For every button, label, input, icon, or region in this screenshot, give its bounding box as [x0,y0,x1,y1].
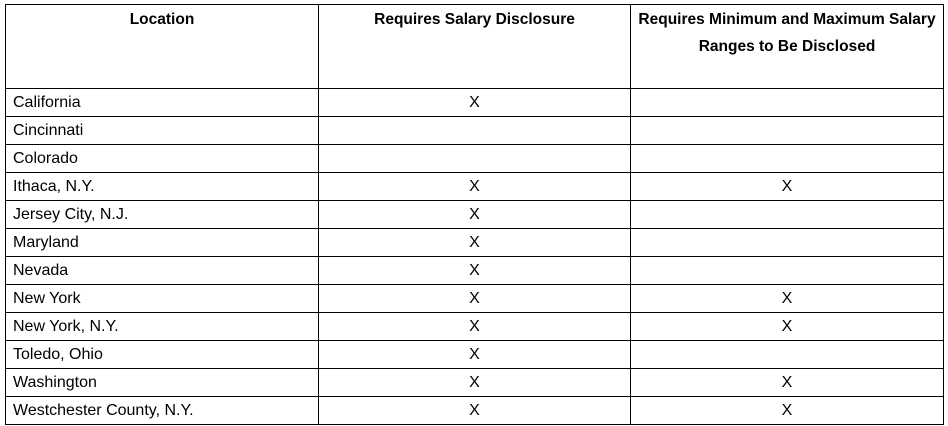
salary-disclosure-cell: X [318,88,631,117]
header-salary-ranges: Requires Minimum and Maximum Salary Rang… [630,4,944,89]
salary-disclosure-cell: X [318,200,631,229]
salary-disclosure-cell: X [318,284,631,313]
location-cell: Jersey City, N.J. [5,200,319,229]
salary-ranges-cell [630,144,944,173]
salary-disclosure-cell: X [318,396,631,425]
location-cell: New York [5,284,319,313]
table-row: California X [5,88,944,117]
table-row: New York X X [5,284,944,313]
location-cell: Maryland [5,228,319,257]
header-location: Location [5,4,319,89]
salary-disclosure-cell [318,116,631,145]
salary-ranges-cell: X [630,312,944,341]
salary-disclosure-cell [318,144,631,173]
salary-ranges-cell: X [630,368,944,397]
salary-disclosure-cell: X [318,312,631,341]
table-row: New York, N.Y. X X [5,312,944,341]
salary-disclosure-cell: X [318,368,631,397]
salary-ranges-cell [630,200,944,229]
salary-ranges-cell: X [630,284,944,313]
table-row: Toledo, Ohio X [5,340,944,369]
location-cell: Toledo, Ohio [5,340,319,369]
salary-disclosure-cell: X [318,340,631,369]
location-cell: Nevada [5,256,319,285]
location-cell: Westchester County, N.Y. [5,396,319,425]
salary-disclosure-cell: X [318,172,631,201]
table-row: Cincinnati [5,116,944,145]
table-row: Colorado [5,144,944,173]
location-cell: Cincinnati [5,116,319,145]
location-cell: Colorado [5,144,319,173]
salary-ranges-cell [630,228,944,257]
header-salary-disclosure: Requires Salary Disclosure [318,4,631,89]
salary-disclosure-cell: X [318,228,631,257]
header-row: Location Requires Salary Disclosure Requ… [5,4,944,89]
salary-ranges-cell [630,256,944,285]
table-row: Westchester County, N.Y. X X [5,396,944,425]
location-cell: Ithaca, N.Y. [5,172,319,201]
salary-ranges-cell [630,340,944,369]
salary-ranges-cell [630,116,944,145]
table-row: Maryland X [5,228,944,257]
table-row: Washington X X [5,368,944,397]
salary-ranges-cell [630,88,944,117]
salary-disclosure-cell: X [318,256,631,285]
table-row: Nevada X [5,256,944,285]
salary-ranges-cell: X [630,396,944,425]
salary-disclosure-table: Location Requires Salary Disclosure Requ… [5,4,944,425]
table-row: Ithaca, N.Y. X X [5,172,944,201]
location-cell: California [5,88,319,117]
location-cell: Washington [5,368,319,397]
table-row: Jersey City, N.J. X [5,200,944,229]
salary-ranges-cell: X [630,172,944,201]
location-cell: New York, N.Y. [5,312,319,341]
